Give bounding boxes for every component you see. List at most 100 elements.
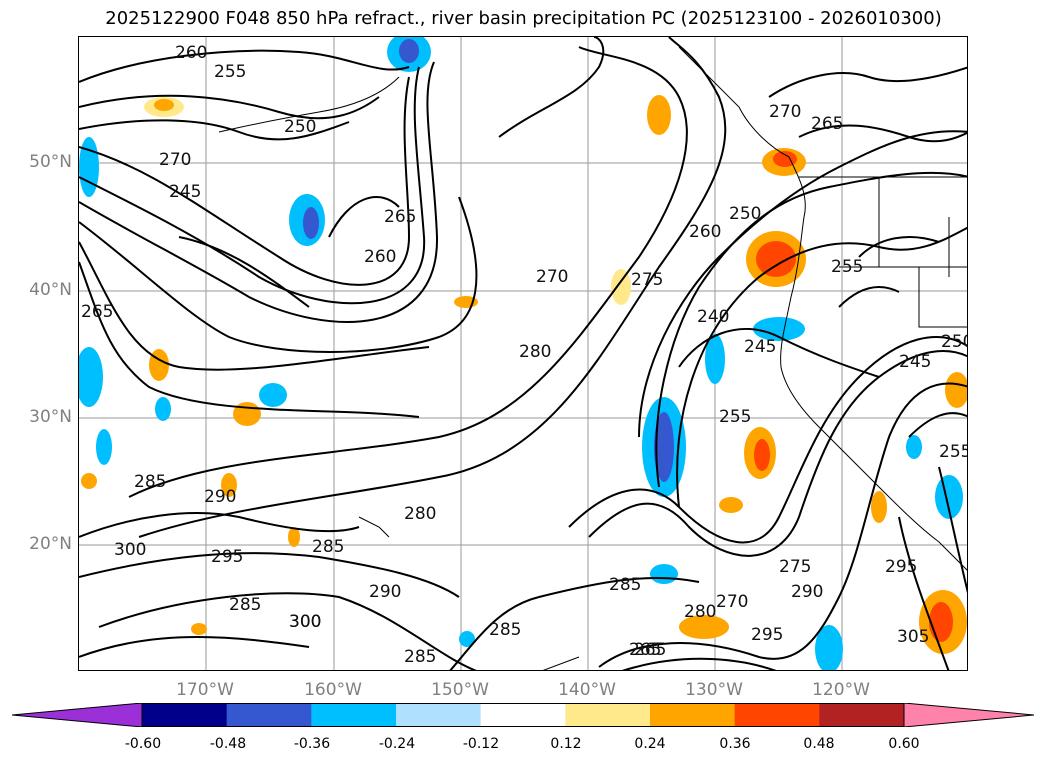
colorbar-segment [226, 703, 312, 727]
anomaly-patch [756, 241, 796, 277]
anomaly-patch [906, 435, 922, 459]
lon-label-160w: 160°W [304, 680, 362, 700]
contour-label: 255 [939, 442, 968, 462]
contour-label: 270 [159, 150, 191, 170]
anomaly-patch [611, 269, 631, 305]
contour-label: 290 [369, 582, 401, 602]
contour-label: 250 [284, 117, 316, 137]
lat-label-50n: 50°N [29, 152, 72, 172]
anomaly-patch [753, 317, 805, 341]
anomaly-patch [654, 412, 674, 482]
anomaly-patch [154, 99, 174, 111]
contour-label: 255 [719, 407, 751, 427]
contour-label: 300 [114, 540, 146, 560]
map-title: 2025122900 F048 850 hPa refract., river … [105, 8, 942, 29]
contour-label: 250 [941, 332, 968, 352]
anomaly-patch [647, 95, 671, 135]
anomaly-patch [399, 39, 419, 63]
colorbar-segment [480, 703, 566, 727]
contour-label: 280 [519, 342, 551, 362]
colorbar-tick: -0.48 [209, 736, 247, 752]
colorbar-tick: -0.60 [124, 736, 162, 752]
anomaly-patch [79, 347, 103, 407]
colorbar-segment [819, 703, 905, 727]
colorbar-segment [650, 703, 736, 727]
anomaly-patch [871, 491, 887, 523]
colorbar-segment [311, 703, 397, 727]
contour-label: 280 [404, 504, 436, 524]
colorbar-tick: 0.60 [888, 736, 920, 752]
colorbar-tick: -0.36 [293, 736, 331, 752]
colorbar-segment [565, 703, 651, 727]
anomaly-patch [945, 372, 967, 408]
contour-label: 270 [536, 267, 568, 287]
colorbar [12, 703, 1034, 727]
contour-label: 265 [81, 302, 113, 322]
anomaly-patch [233, 402, 261, 426]
contour-label: 285 [609, 575, 641, 595]
colorbar-tick: 0.24 [634, 736, 666, 752]
colorbar-segment [142, 703, 228, 727]
colorbar-tick: 0.12 [550, 736, 582, 752]
anomaly-patch [935, 475, 963, 519]
contour-labels: 260 255 250 245 265 260 270 280 275 260 … [81, 43, 968, 667]
anomaly-patch [259, 383, 287, 407]
contour-label: 245 [169, 182, 201, 202]
contour-label: 285 [404, 647, 436, 667]
anomaly-patch [303, 207, 319, 239]
lon-label-140w: 140°W [558, 680, 616, 700]
colorbar-tick: 0.36 [719, 736, 751, 752]
colorbar-tick: -0.24 [378, 736, 416, 752]
anomaly-patch [191, 623, 207, 635]
contour-label: 250 [729, 204, 761, 224]
map-panel: 260 255 250 245 265 260 270 280 275 260 … [78, 36, 968, 671]
contour-label: 285 [134, 472, 166, 492]
precip-shading [79, 37, 967, 670]
anomaly-patch [705, 334, 725, 384]
contour-label: 240 [697, 307, 729, 327]
lon-label-170w: 170°W [176, 680, 234, 700]
contour-label: 260 [175, 43, 207, 63]
contour-label: 280 [684, 602, 716, 622]
lat-label-30n: 30°N [29, 407, 72, 427]
anomaly-patch [815, 625, 843, 670]
contour-label: 295 [751, 625, 783, 645]
colorbar-tick: 0.48 [803, 736, 835, 752]
anomaly-patch [149, 349, 169, 381]
colorbar-tick: -0.12 [462, 736, 500, 752]
contour-label: 270 [769, 102, 801, 122]
contour-label: 300 [289, 612, 321, 632]
anomaly-patch [288, 527, 300, 547]
anomaly-patch [79, 137, 99, 197]
contour-label: 255 [831, 257, 863, 277]
contour-label: 260 [689, 222, 721, 242]
anomaly-patch [773, 151, 797, 167]
contour-label: 275 [631, 270, 663, 290]
contour-label: 295 [885, 557, 917, 577]
contour-label: 290 [204, 487, 236, 507]
contour-label: 270 [716, 592, 748, 612]
lat-label-40n: 40°N [29, 280, 72, 300]
refractivity-contours [79, 37, 967, 670]
anomaly-patch [459, 631, 475, 647]
contour-label: 285 [229, 595, 261, 615]
contour-label: 265 [811, 114, 843, 134]
contour-label: 305 [897, 627, 929, 647]
contour-label: 285 [489, 620, 521, 640]
contour-label: 285 [312, 537, 344, 557]
contour-label: 245 [899, 352, 931, 372]
colorbar-extend-low [12, 703, 143, 727]
lon-label-150w: 150°W [431, 680, 489, 700]
anomaly-patch [719, 497, 743, 513]
contour-label: 265 [629, 640, 661, 660]
anomaly-patch [221, 473, 237, 497]
colorbar-segments [12, 703, 1034, 727]
contour-label: 275 [779, 557, 811, 577]
lon-label-120w: 120°W [812, 680, 870, 700]
anomaly-patch [155, 397, 171, 421]
anomaly-patch [81, 473, 97, 489]
anomaly-patch [96, 429, 112, 465]
contour-label: 260 [364, 247, 396, 267]
colorbar-segment [734, 703, 820, 727]
lat-label-20n: 20°N [29, 534, 72, 554]
